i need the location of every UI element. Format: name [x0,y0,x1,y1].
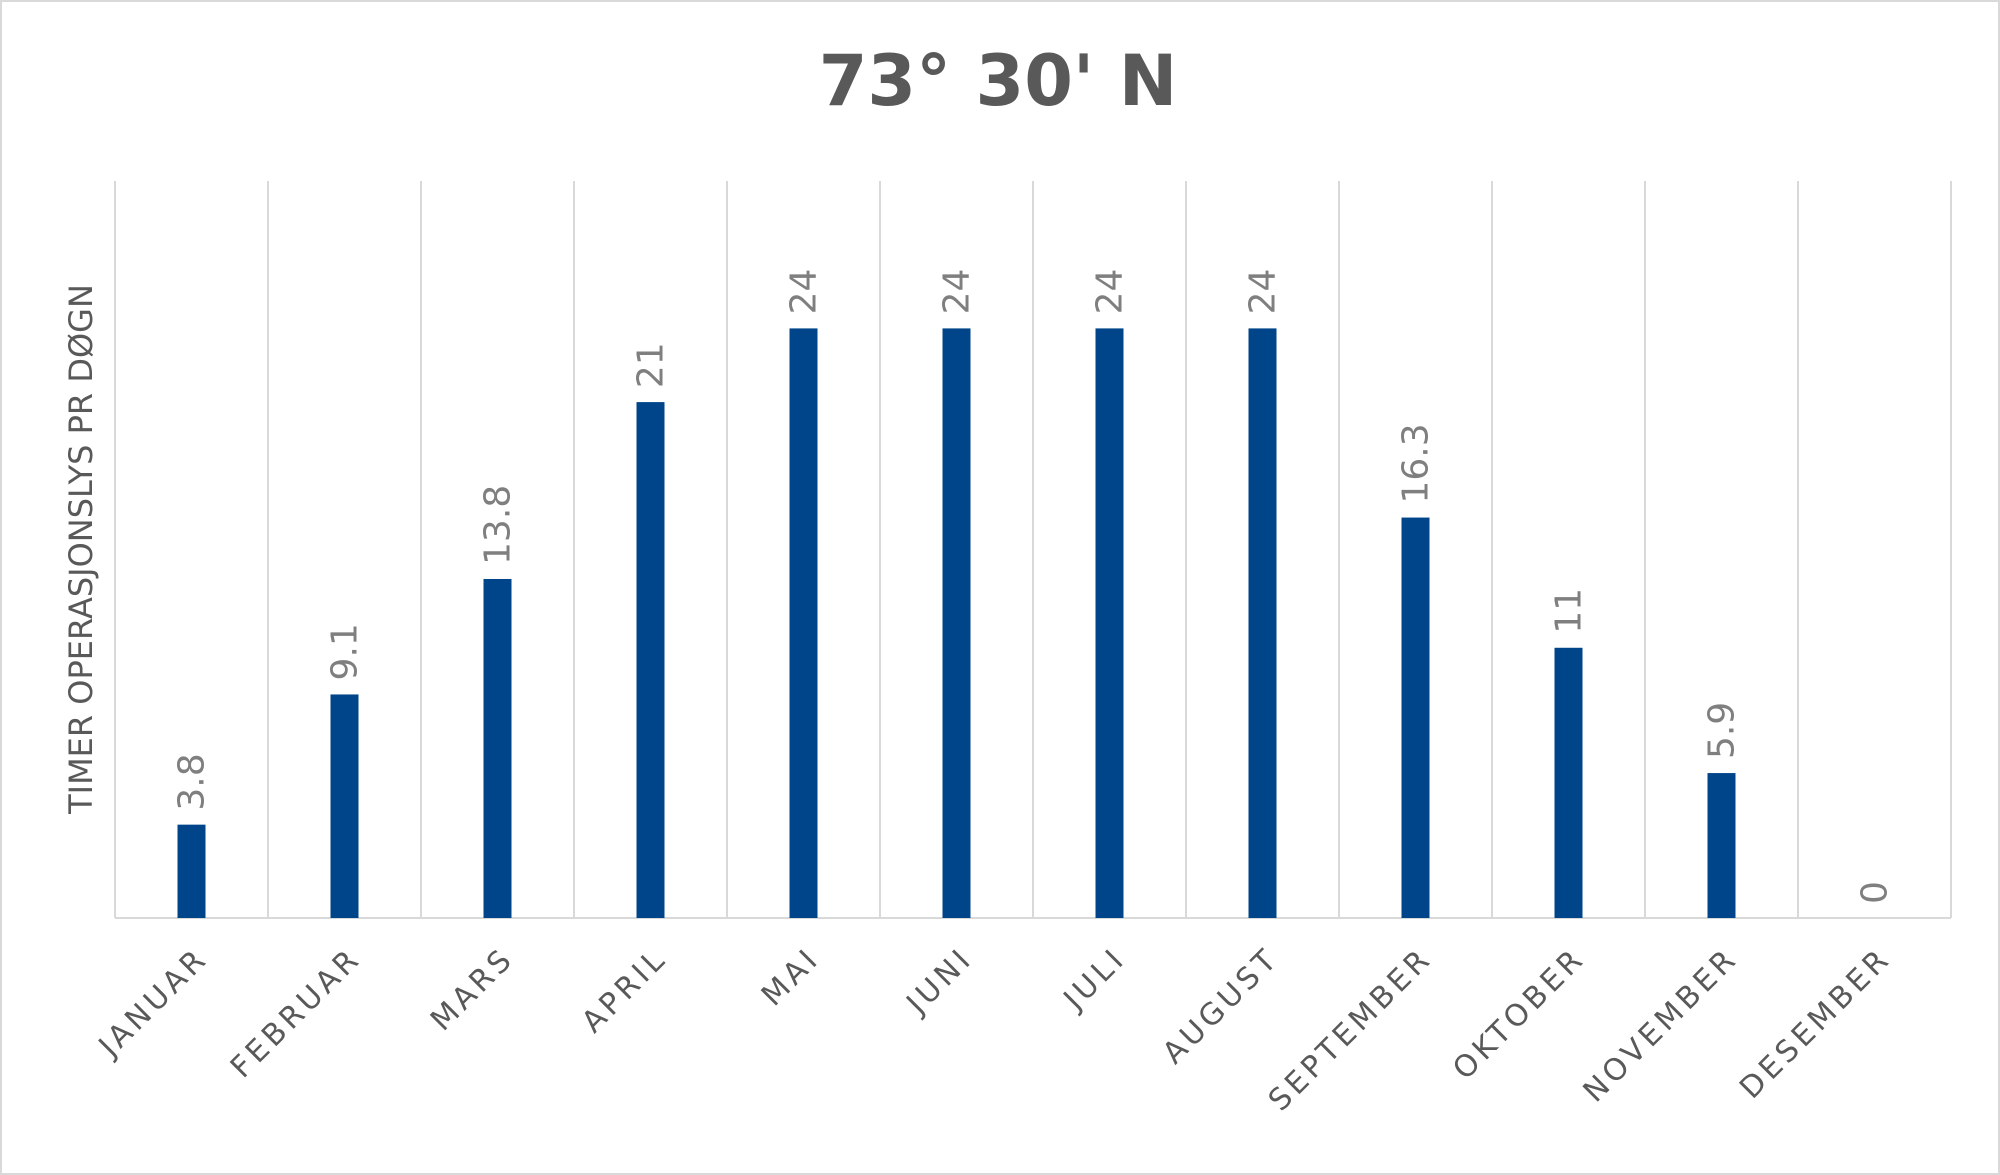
data-label: 9.1 [325,623,366,680]
bar [1248,328,1277,918]
data-label: 5.9 [1702,702,1743,759]
data-label: 24 [1243,269,1284,315]
data-label: 21 [631,342,672,388]
bar [1401,517,1430,918]
bar [1554,647,1583,918]
bar [483,578,512,918]
data-label: 11 [1549,588,1590,634]
bar [942,328,971,918]
bar [789,328,818,918]
data-label: 24 [1090,269,1131,315]
bar [1095,328,1124,918]
bar [1707,773,1736,918]
bar [330,694,359,918]
data-label: 24 [937,269,978,315]
bar [636,402,665,919]
data-label: 0 [1855,881,1896,904]
data-label: 3.8 [172,753,213,810]
data-label: 24 [784,269,825,315]
y-axis-label: TIMER OPERASJONSLYS PR DØGN [62,284,100,815]
chart-title: 73° 30' N [819,40,1178,122]
bar [177,824,206,918]
data-label: 16.3 [1396,423,1437,503]
data-label: 13.8 [478,485,519,565]
